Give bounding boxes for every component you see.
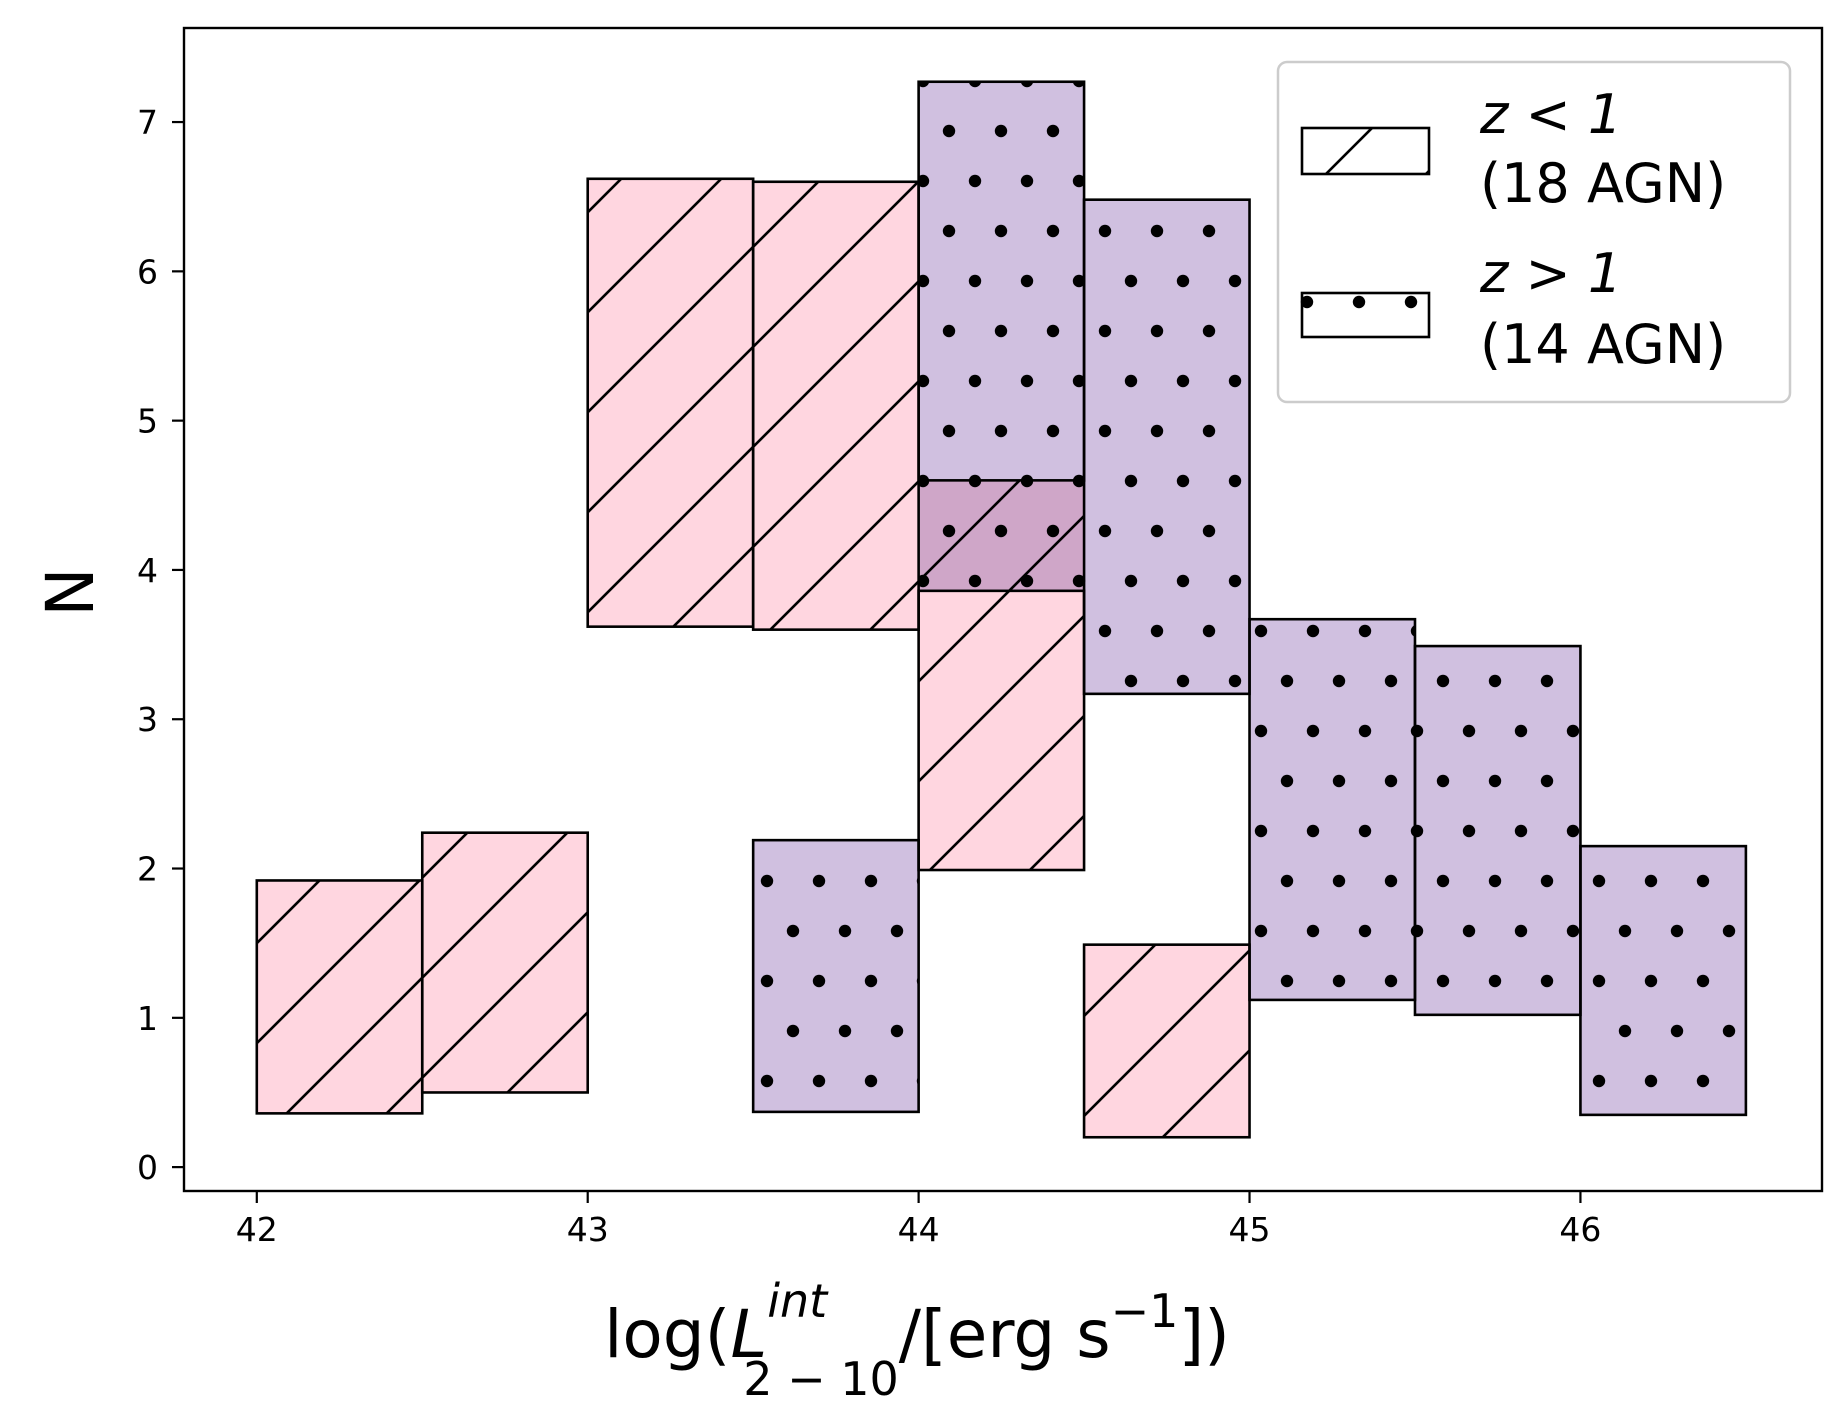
x-axis-label-prefix: log( xyxy=(604,1296,730,1373)
x-tick-label: 46 xyxy=(1559,1210,1601,1249)
bar-high-z-outline xyxy=(1413,644,1582,1017)
y-tick-label: 5 xyxy=(137,402,158,441)
legend-dot xyxy=(1352,295,1366,309)
legend-label-low-z: z < 1 xyxy=(1479,83,1622,146)
bar-low-z-pattern xyxy=(587,178,754,627)
histogram-bars xyxy=(255,80,1748,1139)
y-tick-label: 4 xyxy=(137,551,158,590)
x-axis-label-variable: L xyxy=(730,1296,767,1373)
x-axis-label-unit: /[erg s xyxy=(899,1296,1111,1373)
y-tick-label: 2 xyxy=(137,850,158,889)
x-tick-label: 43 xyxy=(567,1210,609,1249)
y-tick-label: 3 xyxy=(137,700,158,739)
x-axis-ticks: 42 43 44 45 46 xyxy=(236,1191,1601,1249)
x-tick-label: 42 xyxy=(236,1210,278,1249)
legend-dot xyxy=(1404,295,1418,309)
x-axis-label-subscript: 2 − 10 xyxy=(743,1352,899,1406)
legend-count-high-z: (14 AGN) xyxy=(1480,313,1726,376)
bar-high-z-pattern xyxy=(1414,646,1581,1015)
x-axis-label-suffix: ]) xyxy=(1178,1296,1230,1373)
y-tick-label: 1 xyxy=(137,999,158,1038)
legend-dot xyxy=(1300,295,1314,309)
bar-high-z-outline xyxy=(1082,198,1251,696)
bar-low-z-pattern xyxy=(256,880,423,1114)
plot-frame xyxy=(182,26,1824,1193)
bar-low-z-pattern xyxy=(422,832,588,1093)
y-tick-label: 7 xyxy=(137,103,158,142)
bar-low-z-outline xyxy=(1082,943,1251,1139)
bar-high-z-pattern xyxy=(918,81,1085,481)
bar-low-z-pattern xyxy=(753,181,919,630)
x-axis-label-exponent: −1 xyxy=(1111,1284,1179,1338)
y-axis-ticks: 0 1 2 3 4 5 6 7 xyxy=(137,103,184,1187)
y-tick-label: 0 xyxy=(137,1148,158,1187)
bar-overlap-dots xyxy=(918,480,1085,591)
y-axis-label: N xyxy=(32,567,109,616)
x-tick-label: 44 xyxy=(898,1210,940,1249)
bar-high-z-pattern xyxy=(753,840,919,1112)
x-tick-label: 45 xyxy=(1229,1210,1271,1249)
bar-low-z-outline xyxy=(917,589,1086,872)
legend-item-low-z: z < 1 (18 AGN) xyxy=(1300,83,1726,215)
legend-count-low-z: (18 AGN) xyxy=(1480,152,1726,215)
legend-label-high-z: z > 1 xyxy=(1479,242,1622,305)
x-axis-label-superscript: int xyxy=(767,1274,829,1328)
bar-low-z-pattern xyxy=(1084,944,1250,1138)
legend: z < 1 (18 AGN) z > 1 (14 AGN) xyxy=(1276,60,1792,404)
bar-high-z-outline xyxy=(1579,844,1748,1117)
x-axis-label: log(Lint 2 − 10/[erg s−1]) xyxy=(604,1274,1230,1406)
bar-low-z-pattern xyxy=(918,590,1085,871)
bar-high-z-outline xyxy=(751,838,920,1114)
bar-high-z-pattern xyxy=(1580,846,1746,1115)
legend-swatch-hatch xyxy=(1300,126,1431,176)
legend-item-high-z: z > 1 (14 AGN) xyxy=(1300,242,1726,376)
bar-high-z-pattern xyxy=(1249,619,1415,1000)
y-tick-label: 6 xyxy=(137,252,158,291)
bar-high-z-pattern xyxy=(1084,199,1250,694)
bar-low-z-outline xyxy=(420,831,590,1094)
